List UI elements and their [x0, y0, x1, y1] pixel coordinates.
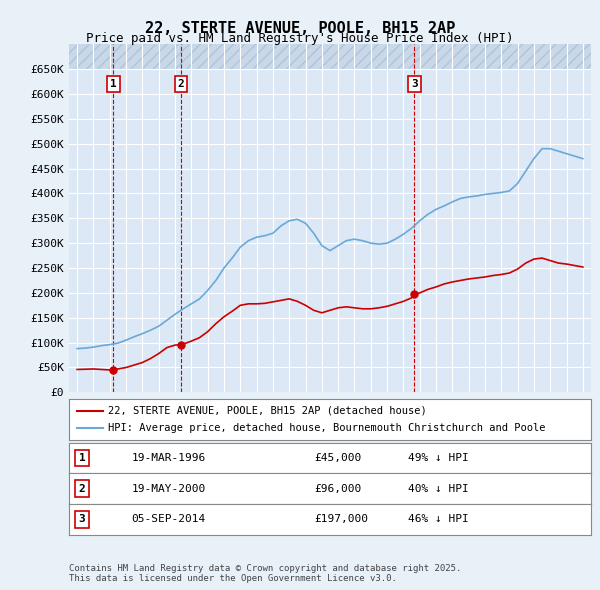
Text: 05-SEP-2014: 05-SEP-2014	[131, 514, 206, 524]
Text: 22, STERTE AVENUE, POOLE, BH15 2AP (detached house): 22, STERTE AVENUE, POOLE, BH15 2AP (deta…	[108, 406, 427, 416]
Text: HPI: Average price, detached house, Bournemouth Christchurch and Poole: HPI: Average price, detached house, Bour…	[108, 423, 545, 433]
Text: £45,000: £45,000	[314, 453, 362, 463]
Text: 2: 2	[178, 79, 185, 89]
Text: £197,000: £197,000	[314, 514, 368, 524]
Text: £96,000: £96,000	[314, 484, 362, 493]
Text: 2: 2	[79, 484, 85, 493]
Text: 19-MAR-1996: 19-MAR-1996	[131, 453, 206, 463]
Text: 19-MAY-2000: 19-MAY-2000	[131, 484, 206, 493]
Text: 40% ↓ HPI: 40% ↓ HPI	[409, 484, 469, 493]
Text: 3: 3	[411, 79, 418, 89]
Text: 22, STERTE AVENUE, POOLE, BH15 2AP: 22, STERTE AVENUE, POOLE, BH15 2AP	[145, 21, 455, 35]
Text: 49% ↓ HPI: 49% ↓ HPI	[409, 453, 469, 463]
Text: 3: 3	[79, 514, 85, 524]
Text: 46% ↓ HPI: 46% ↓ HPI	[409, 514, 469, 524]
Text: 1: 1	[79, 453, 85, 463]
Text: Contains HM Land Registry data © Crown copyright and database right 2025.
This d: Contains HM Land Registry data © Crown c…	[69, 563, 461, 583]
Text: 1: 1	[110, 79, 117, 89]
Text: Price paid vs. HM Land Registry's House Price Index (HPI): Price paid vs. HM Land Registry's House …	[86, 32, 514, 45]
